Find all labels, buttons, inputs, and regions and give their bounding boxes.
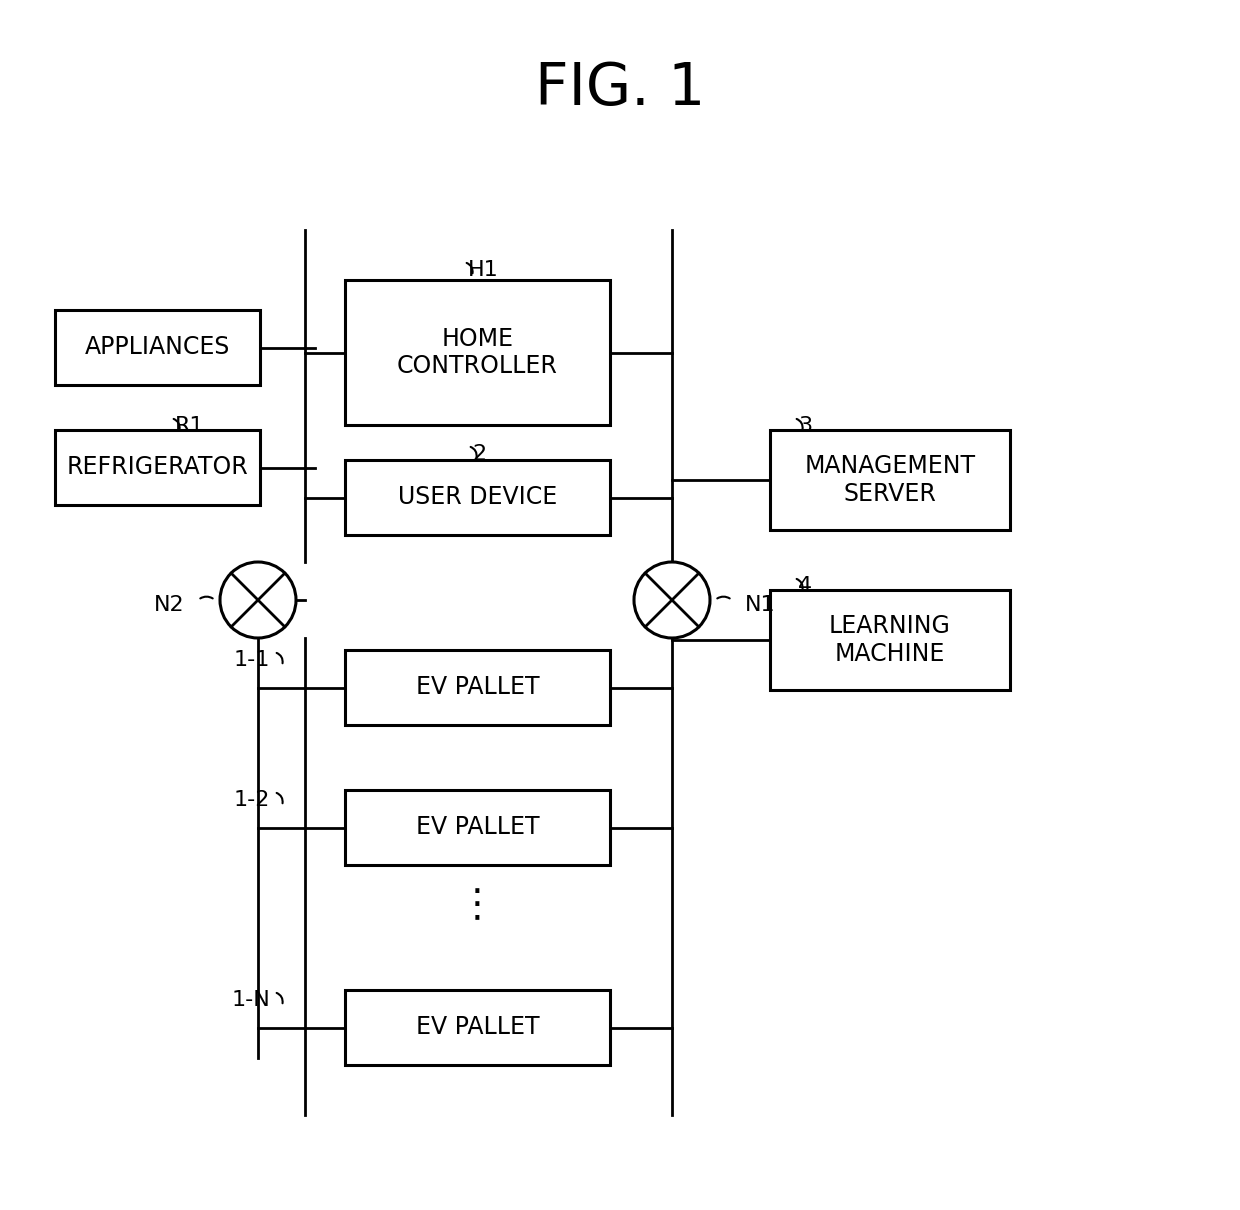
Text: R1: R1 (175, 416, 205, 436)
Text: 3: 3 (799, 416, 812, 436)
Text: N2: N2 (154, 595, 185, 615)
Text: EV PALLET: EV PALLET (415, 675, 539, 699)
Text: USER DEVICE: USER DEVICE (398, 485, 557, 509)
Bar (55, 430, 260, 505)
Text: MANAGEMENT
SERVER: MANAGEMENT SERVER (805, 454, 976, 506)
Text: ⋮: ⋮ (458, 886, 496, 924)
Text: 2: 2 (472, 444, 486, 463)
Circle shape (219, 561, 296, 638)
Bar (345, 990, 610, 1065)
Bar (770, 430, 1011, 530)
Text: LEARNING
MACHINE: LEARNING MACHINE (830, 615, 951, 666)
Text: EV PALLET: EV PALLET (415, 816, 539, 840)
Bar (345, 790, 610, 865)
Text: APPLIANCES: APPLIANCES (84, 335, 231, 359)
Bar (345, 460, 610, 535)
Text: 1-1: 1-1 (233, 650, 270, 670)
Text: H1: H1 (467, 260, 498, 280)
Bar (770, 590, 1011, 690)
Circle shape (634, 561, 711, 638)
Text: 1-2: 1-2 (233, 790, 270, 809)
Bar (345, 650, 610, 725)
Text: REFRIGERATOR: REFRIGERATOR (67, 455, 248, 479)
Text: 1-N: 1-N (231, 990, 270, 1010)
Text: EV PALLET: EV PALLET (415, 1015, 539, 1039)
Text: FIG. 1: FIG. 1 (534, 60, 706, 117)
Bar (55, 310, 260, 385)
Text: 4: 4 (799, 576, 812, 597)
Text: HOME
CONTROLLER: HOME CONTROLLER (397, 327, 558, 379)
Bar (345, 280, 610, 425)
Text: N1: N1 (745, 595, 776, 615)
